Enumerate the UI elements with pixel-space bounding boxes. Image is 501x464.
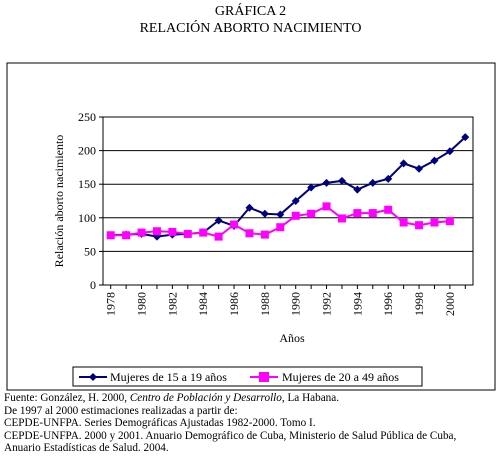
point-s2-1983 <box>183 229 192 238</box>
x-tick-label-1996: 1996 <box>381 292 395 316</box>
source-prefix: Fuente: González, H. 2000, <box>4 392 130 404</box>
point-s1-1995 <box>368 178 377 187</box>
x-axis: 1978 1980 1982 1984 1986 1988 1990 1992 1994 1996… <box>104 285 466 316</box>
point-s2-1982 <box>168 227 177 236</box>
legend-marker-square <box>259 372 269 382</box>
x-tick-label-1982: 1982 <box>165 292 179 316</box>
point-s2-1996 <box>384 205 393 214</box>
x-tick-label-1986: 1986 <box>227 292 241 316</box>
point-s2-1988 <box>260 230 269 239</box>
point-s2-1992 <box>322 202 331 211</box>
plot-area <box>102 116 474 286</box>
legend-entry-20-49: Mujeres de 20 a 49 años <box>250 370 399 384</box>
point-s1-1985 <box>214 216 223 225</box>
point-s2-1978 <box>106 231 115 240</box>
source-line-4: CEPDE-UNFPA. 2000 y 2001. Anuario Demogr… <box>4 429 457 442</box>
point-s1-1992 <box>322 178 331 187</box>
point-s2-1997 <box>399 218 408 227</box>
series-layer <box>106 133 470 241</box>
point-s2-1990 <box>291 211 300 220</box>
gridlines <box>103 150 473 252</box>
x-tick-label-2000: 2000 <box>443 292 457 316</box>
point-s1-1987 <box>245 203 254 212</box>
x-tick-label-1980: 1980 <box>135 292 149 316</box>
source-line-2: De 1997 al 2000 estimaciones realizadas … <box>4 404 238 417</box>
point-s2-1987 <box>245 229 254 238</box>
point-s1-1996 <box>384 174 393 183</box>
source-publisher: Centro de Población y Desarrollo <box>129 392 282 404</box>
point-s2-1994 <box>353 209 362 218</box>
y-axis: 0 50 100 150 200 250 <box>78 110 103 292</box>
y-tick-label-100: 100 <box>78 211 96 225</box>
y-tick-label-50: 50 <box>84 244 96 258</box>
point-s1-2001 <box>461 133 470 142</box>
chart-title: RELACIÓN ABORTO NACIMIENTO <box>139 21 362 36</box>
x-tick-label-1998: 1998 <box>412 292 426 316</box>
x-tick-label-1988: 1988 <box>258 292 272 316</box>
point-s1-1990 <box>291 197 300 205</box>
x-tick-label-1990: 1990 <box>289 292 303 316</box>
x-tick-label-1994: 1994 <box>350 292 364 316</box>
x-tick-label-1978: 1978 <box>104 292 118 316</box>
y-tick-label-150: 150 <box>78 177 96 191</box>
point-s1-2000 <box>445 147 454 156</box>
point-s1-1993 <box>337 176 346 185</box>
x-axis-label: Años <box>279 331 305 345</box>
line-chart: 0 50 100 150 200 250 1978 1980 1982 1984 1986 1988… <box>6 62 496 391</box>
point-s2-1993 <box>337 214 346 223</box>
point-s2-1981 <box>152 227 161 236</box>
point-s2-1991 <box>307 209 316 218</box>
point-s2-1995 <box>368 209 377 218</box>
y-tick-label-200: 200 <box>78 144 96 158</box>
point-s1-1989 <box>276 210 285 219</box>
legend-entry-15-19: Mujeres de 15 a 19 años <box>79 370 227 384</box>
y-axis-label: Relación aborto nacimiento <box>52 135 66 268</box>
point-s1-1997 <box>399 159 408 168</box>
y-tick-label-250: 250 <box>78 110 96 124</box>
source-line-5: Anuario Estadísticas de Salud. 2004. <box>4 442 169 455</box>
y-tick-label-0: 0 <box>90 278 96 292</box>
point-s2-1979 <box>122 231 131 240</box>
point-s1-1994 <box>353 185 362 194</box>
point-s1-1998 <box>415 164 424 173</box>
point-s2-1986 <box>230 220 239 229</box>
source-suffix: , La Habana. <box>281 392 340 404</box>
point-s2-1985 <box>214 232 223 241</box>
point-s1-1988 <box>260 209 269 218</box>
point-s1-1999 <box>430 156 439 165</box>
series-2 <box>106 202 454 241</box>
chart-area-border <box>6 62 496 391</box>
point-s2-1984 <box>199 228 208 237</box>
source-line-3: CEPDE-UNFPA. Series Demográficas Ajustad… <box>4 417 316 430</box>
point-s2-1998 <box>415 221 424 230</box>
figure-heading: GRÁFICA 2 <box>214 4 287 19</box>
legend-box <box>72 366 423 387</box>
legend-label-20-49: Mujeres de 20 a 49 años <box>282 370 399 384</box>
source-notes: Fuente: González, H. 2000, Centro de Pob… <box>4 392 499 455</box>
point-s2-1989 <box>276 223 285 232</box>
x-tick-label-1984: 1984 <box>196 292 210 316</box>
point-s2-2000 <box>445 217 454 226</box>
point-s2-1980 <box>137 228 146 237</box>
legend-label-15-19: Mujeres de 15 a 19 años <box>110 370 227 384</box>
legend-marker-diamond <box>89 373 97 381</box>
source-line-1: Fuente: González, H. 2000, Centro de Pob… <box>4 392 499 405</box>
point-s1-1991 <box>307 183 316 192</box>
x-tick-label-1992: 1992 <box>320 292 334 316</box>
point-s2-1999 <box>430 218 439 227</box>
